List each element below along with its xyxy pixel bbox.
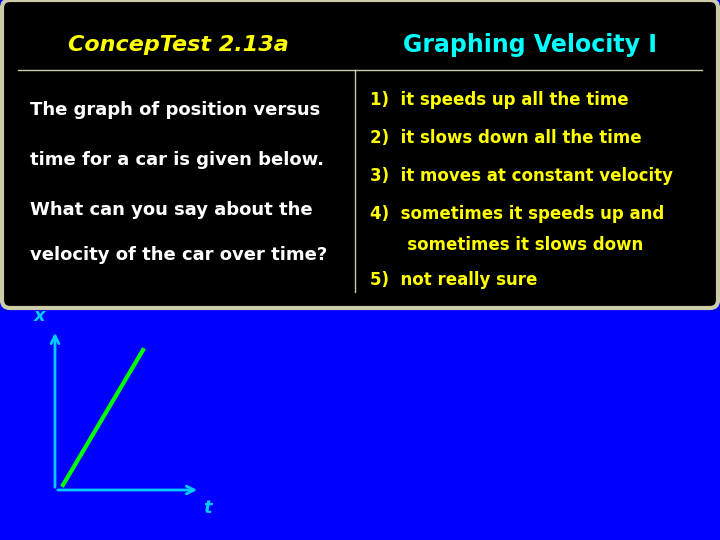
Text: Graphing Velocity I: Graphing Velocity I <box>403 33 657 57</box>
Text: x: x <box>34 307 46 325</box>
Text: 1)  it speeds up all the time: 1) it speeds up all the time <box>370 91 629 109</box>
Text: 3)  it moves at constant velocity: 3) it moves at constant velocity <box>370 167 673 185</box>
Text: sometimes it slows down: sometimes it slows down <box>390 236 643 254</box>
Text: velocity of the car over time?: velocity of the car over time? <box>30 246 328 264</box>
Text: t: t <box>204 499 212 517</box>
Text: What can you say about the: What can you say about the <box>30 201 312 219</box>
Text: 5)  not really sure: 5) not really sure <box>370 271 537 289</box>
Text: 4)  sometimes it speeds up and: 4) sometimes it speeds up and <box>370 205 665 223</box>
Text: 2)  it slows down all the time: 2) it slows down all the time <box>370 129 642 147</box>
Text: ConcepTest 2.13a: ConcepTest 2.13a <box>68 35 289 55</box>
FancyBboxPatch shape <box>2 0 718 308</box>
Text: time for a car is given below.: time for a car is given below. <box>30 151 324 169</box>
Text: The graph of position versus: The graph of position versus <box>30 101 320 119</box>
